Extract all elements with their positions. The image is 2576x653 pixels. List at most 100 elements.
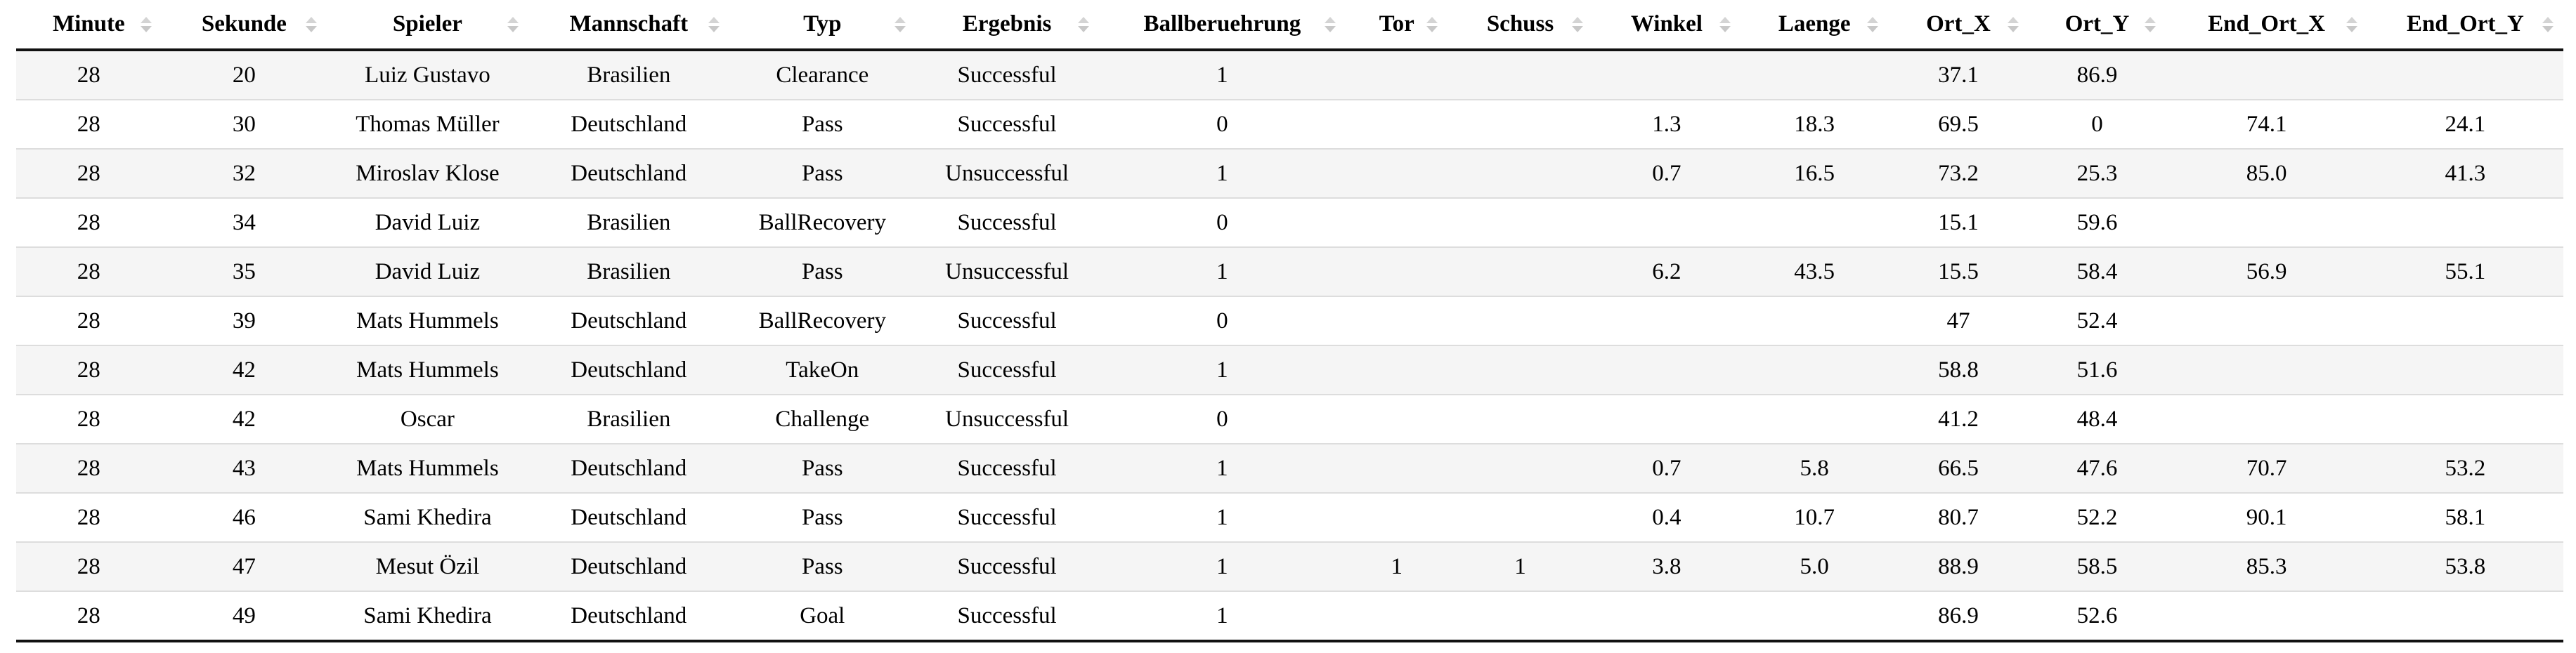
cell-schuss [1448, 100, 1593, 149]
cell-winkel [1593, 296, 1741, 345]
sort-up-down-icon [1077, 16, 1090, 32]
column-header-ballberuehrung[interactable]: Ballberuehrung [1098, 0, 1346, 51]
sort-descending-icon [708, 25, 720, 32]
sort-descending-icon [1867, 25, 1879, 32]
column-header-minute[interactable]: Minute [16, 0, 162, 51]
column-header-tor[interactable]: Tor [1346, 0, 1448, 51]
sort-up-down-icon [140, 16, 152, 32]
sort-ascending-icon [1426, 16, 1438, 23]
cell-end-ort-x: 56.9 [2246, 258, 2287, 284]
cell-ballberuehrung: 1 [1216, 504, 1228, 530]
column-header-label: End_Ort_X [2208, 11, 2325, 37]
sort-up-down-icon [708, 16, 720, 32]
column-header-spieler[interactable]: Spieler [327, 0, 528, 51]
column-header-end-ort-x[interactable]: End_Ort_X [2166, 0, 2367, 51]
table-row: 28 46 Sami Khedira Deutschland Pass Successfu… [16, 493, 2563, 542]
cell-sekunde: 47 [232, 553, 256, 579]
cell-ballberuehrung: 0 [1216, 308, 1228, 334]
column-header-end-ort-y[interactable]: End_Ort_Y [2367, 0, 2563, 51]
cell-end-ort-x [2166, 198, 2367, 247]
cell-tor [1346, 100, 1448, 149]
cell-spieler: David Luiz [375, 258, 481, 284]
cell-laenge [1741, 395, 1888, 444]
cell-minute: 28 [77, 62, 100, 88]
cell-typ: Goal [800, 602, 845, 628]
cell-minute: 28 [77, 602, 100, 628]
cell-ballberuehrung: 1 [1216, 602, 1228, 628]
cell-laenge: 5.8 [1800, 455, 1829, 481]
cell-typ: Pass [801, 258, 843, 284]
sort-up-down-icon [2346, 16, 2358, 32]
sort-descending-icon [2346, 25, 2357, 32]
table-row: 28 43 Mats Hummels Deutschland Pass Successfu… [16, 444, 2563, 493]
sort-up-down-icon [1325, 16, 1336, 32]
table-row: 28 42 Oscar Brasilien Challenge Unsuccessful 0… [16, 395, 2563, 444]
table-row: 28 30 Thomas Müller Deutschland Pass Successf… [16, 100, 2563, 149]
cell-tor [1346, 345, 1448, 395]
cell-tor [1346, 493, 1448, 542]
column-header-label: Ballberuehrung [1143, 11, 1301, 37]
cell-ort-y: 0 [2091, 111, 2103, 137]
cell-winkel: 0.7 [1652, 455, 1681, 481]
cell-end-ort-y [2367, 591, 2563, 641]
table-row: 28 32 Miroslav Klose Deutschland Pass Unsucce… [16, 149, 2563, 198]
cell-spieler: Thomas Müller [356, 111, 500, 137]
cell-laenge: 5.0 [1800, 553, 1829, 579]
table-row: 28 34 David Luiz Brasilien BallRecovery Succe… [16, 198, 2563, 247]
cell-sekunde: 20 [232, 62, 256, 88]
cell-winkel: 6.2 [1652, 258, 1681, 284]
column-header-label: End_Ort_Y [2406, 11, 2524, 37]
column-header-typ[interactable]: Typ [729, 0, 916, 51]
cell-schuss [1448, 296, 1593, 345]
cell-tor [1346, 296, 1448, 345]
cell-mannschaft: Brasilien [587, 62, 671, 88]
cell-schuss: 1 [1514, 553, 1526, 579]
cell-ort-y: 25.3 [2076, 160, 2118, 186]
cell-end-ort-x [2166, 395, 2367, 444]
column-header-label: Minute [52, 11, 125, 37]
cell-ort-y: 58.4 [2076, 258, 2118, 284]
sort-ascending-icon [1719, 16, 1731, 23]
cell-spieler: Sami Khedira [363, 504, 492, 530]
cell-ort-x: 41.2 [1938, 406, 1979, 432]
sort-up-down-icon [2542, 16, 2554, 32]
column-header-label: Laenge [1778, 11, 1851, 37]
column-header-ort-x[interactable]: Ort_X [1888, 0, 2029, 51]
column-header-ort-y[interactable]: Ort_Y [2028, 0, 2166, 51]
cell-tor [1346, 444, 1448, 493]
cell-schuss [1448, 198, 1593, 247]
cell-spieler: Mats Hummels [356, 357, 499, 383]
cell-sekunde: 42 [232, 406, 256, 432]
cell-end-ort-x [2166, 345, 2367, 395]
cell-ort-y: 59.6 [2076, 209, 2118, 235]
table-header: Minute Sekunde Spieler Mannschaft Typ Ergebni… [16, 0, 2563, 51]
column-header-laenge[interactable]: Laenge [1741, 0, 1889, 51]
column-header-label: Ort_Y [2064, 11, 2130, 37]
column-header-sekunde[interactable]: Sekunde [161, 0, 327, 51]
cell-mannschaft: Deutschland [571, 602, 687, 628]
column-header-schuss[interactable]: Schuss [1448, 0, 1593, 51]
column-header-mannschaft[interactable]: Mannschaft [528, 0, 729, 51]
sort-up-down-icon [1571, 16, 1584, 32]
sort-ascending-icon [1571, 16, 1583, 23]
events-table-container: Minute Sekunde Spieler Mannschaft Typ Ergebni… [16, 0, 2563, 642]
cell-ort-x: 88.9 [1938, 553, 1979, 579]
cell-sekunde: 46 [232, 504, 256, 530]
cell-spieler: Luiz Gustavo [365, 62, 490, 88]
column-header-label: Tor [1379, 11, 1414, 37]
sort-descending-icon [2542, 25, 2554, 32]
column-header-winkel[interactable]: Winkel [1592, 0, 1741, 51]
cell-laenge [1741, 296, 1888, 345]
cell-ballberuehrung: 1 [1216, 160, 1228, 186]
cell-ort-y: 52.2 [2076, 504, 2118, 530]
sort-ascending-icon [1325, 16, 1336, 23]
cell-winkel [1593, 198, 1741, 247]
sort-descending-icon [2145, 25, 2157, 32]
cell-end-ort-y [2367, 198, 2563, 247]
cell-mannschaft: Deutschland [571, 504, 687, 530]
sort-descending-icon [2007, 25, 2019, 32]
cell-minute: 28 [77, 357, 100, 383]
column-header-ergebnis[interactable]: Ergebnis [915, 0, 1099, 51]
cell-laenge: 18.3 [1794, 111, 1835, 137]
cell-laenge [1741, 591, 1888, 641]
